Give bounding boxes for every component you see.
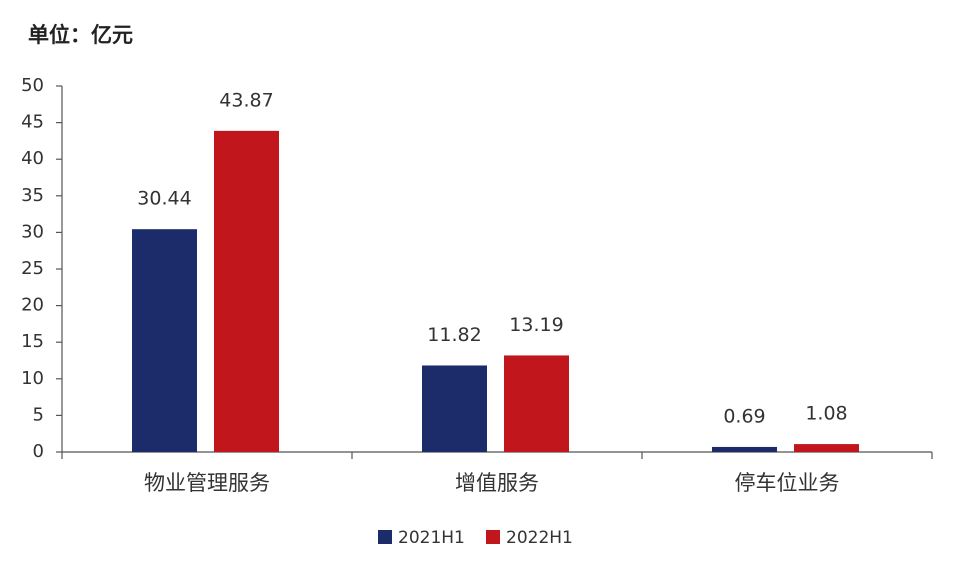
y-tick-label: 30 (21, 221, 44, 242)
y-tick-label: 0 (33, 441, 44, 462)
bar (504, 355, 569, 452)
bar (132, 229, 197, 452)
value-label: 11.82 (427, 324, 481, 346)
x-tick-label: 物业管理服务 (144, 471, 270, 495)
y-tick-label: 35 (21, 185, 44, 206)
legend-label: 2021H1 (398, 528, 465, 548)
y-tick-label: 50 (21, 75, 44, 96)
legend-swatch (378, 530, 392, 544)
bar (214, 130, 279, 453)
legend-label: 2022H1 (506, 528, 573, 548)
y-tick-label: 45 (21, 112, 44, 133)
bar (422, 365, 487, 452)
y-tick-label: 40 (21, 148, 44, 169)
value-label: 43.87 (219, 89, 273, 111)
x-tick-label: 增值服务 (455, 471, 539, 495)
value-label: 30.44 (137, 188, 191, 210)
value-label: 0.69 (723, 405, 765, 427)
legend-swatch (486, 530, 500, 544)
value-label: 1.08 (805, 403, 847, 425)
y-tick-label: 25 (21, 258, 44, 279)
y-tick-label: 15 (21, 331, 44, 352)
bar (712, 446, 777, 452)
x-tick-label: 停车位业务 (735, 471, 840, 495)
y-tick-label: 10 (21, 368, 44, 389)
unit-label: 单位：亿元 (28, 23, 133, 47)
y-tick-label: 5 (33, 404, 44, 425)
y-tick-label: 20 (21, 295, 44, 316)
value-label: 13.19 (509, 314, 563, 336)
bar (794, 444, 859, 452)
